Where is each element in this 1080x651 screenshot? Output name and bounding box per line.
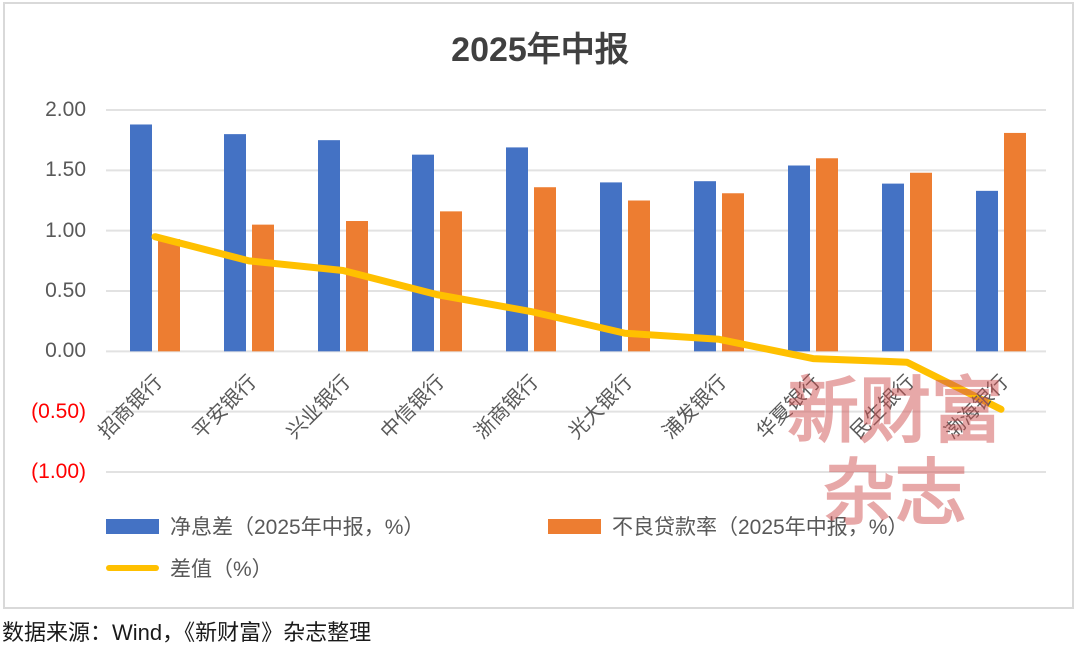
nim-bar	[600, 182, 622, 352]
nim-bar	[412, 154, 434, 352]
diff-legend-label: 差值（%）	[170, 558, 273, 581]
npl-bar	[1004, 132, 1026, 352]
npl-bar	[816, 158, 838, 352]
nim-legend-swatch	[106, 518, 159, 534]
legend-item-npl-ratio: 不良贷款率（2025年中报，%）	[548, 511, 908, 541]
npl-bar	[722, 193, 744, 352]
nim-bar	[318, 140, 340, 352]
y-axis-tick: 1.50	[45, 158, 86, 182]
y-axis-tick: 0.00	[45, 339, 86, 363]
npl-bar	[910, 172, 932, 352]
legend-item-difference: 差值（%）	[106, 553, 273, 583]
nim-bar	[224, 134, 246, 352]
npl-bar	[534, 187, 556, 352]
npl-bar	[628, 200, 650, 352]
nim-bar	[788, 165, 810, 352]
npl-bar	[252, 224, 274, 352]
y-axis-tick: 2.00	[45, 98, 86, 121]
y-axis-tick: (0.50)	[31, 399, 86, 423]
legend-item-net-interest-margin: 净息差（2025年中报，%）	[106, 511, 424, 541]
npl-bar	[346, 221, 368, 352]
chart-title: 2025年中报	[451, 31, 629, 69]
npl-legend-swatch	[548, 518, 601, 534]
nim-bar	[694, 181, 716, 352]
nim-bar	[976, 190, 998, 352]
y-axis-tick: 0.50	[45, 279, 86, 302]
npl-bar	[440, 211, 462, 352]
y-axis-tick: 1.00	[45, 218, 86, 242]
nim-legend-label: 净息差（2025年中报，%）	[170, 516, 425, 539]
diff-line	[151, 233, 1005, 413]
y-axis-tick: (1.00)	[31, 460, 86, 483]
diff-legend-swatch	[106, 565, 159, 571]
source-note: 数据来源：Wind，《新财富》杂志整理	[2, 620, 372, 645]
nim-bar	[882, 183, 904, 352]
nim-bar	[130, 124, 152, 352]
npl-bar	[158, 239, 180, 352]
npl-legend-label: 不良贷款率（2025年中报，%）	[612, 516, 909, 539]
nim-bar	[506, 147, 528, 352]
